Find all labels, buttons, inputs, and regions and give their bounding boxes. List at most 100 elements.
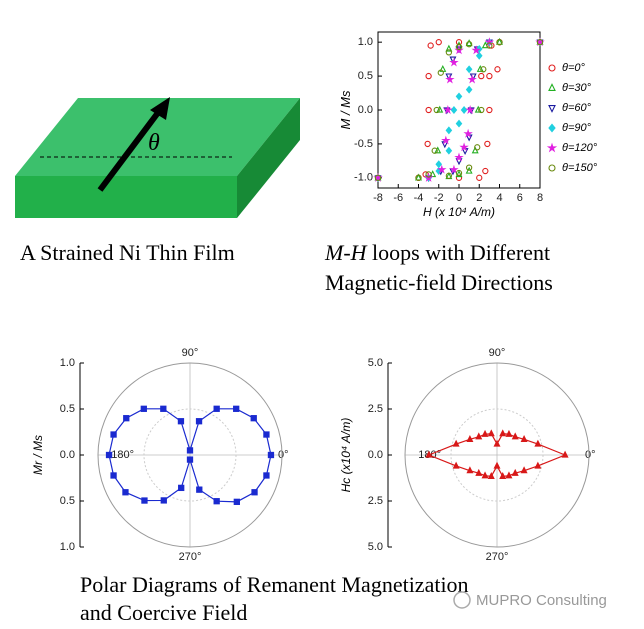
marker [487,429,495,437]
x-tick-label: -4 [414,192,424,204]
marker [465,65,473,74]
grid-circle [404,362,590,548]
marker [463,128,473,138]
marker [511,468,519,476]
r-tick-label: 2.5 [368,495,383,507]
caption: M-H loops with Different [324,240,550,265]
marker [548,64,556,72]
angle-label: 90° [182,347,199,359]
marker [455,43,463,51]
marker [445,126,453,135]
r-tick-label: 2.5 [368,403,383,415]
marker [465,85,473,94]
r-tick-label: 1.0 [60,357,75,369]
marker [475,468,483,476]
marker [548,123,556,133]
marker [467,74,477,84]
marker [496,39,503,46]
y-tick-label: 0.0 [358,104,373,116]
marker [466,466,474,474]
marker [267,451,275,459]
caption: Polar Diagrams of Remanent Magnetization [80,572,469,597]
marker [481,471,489,479]
angle-label: 90° [489,347,506,359]
marker [486,106,493,114]
x-tick-label: -8 [373,192,383,204]
marker [505,471,513,479]
marker [195,418,203,425]
marker [546,142,558,153]
marker [484,140,491,148]
marker [478,106,485,114]
grid-circle [97,362,283,548]
arrow-head [150,97,170,120]
marker [471,45,481,55]
marker [466,435,474,442]
x-tick-label: 0 [456,192,462,204]
marker [476,64,484,72]
marker [499,429,507,437]
marker [425,450,433,458]
marker [482,167,489,175]
marker [445,44,453,52]
marker [233,405,240,412]
angle-label: 180° [111,449,134,461]
angle-label: 270° [486,551,509,563]
x-tick-label: 4 [496,192,502,204]
r-tick-label: 5.0 [368,357,383,369]
marker [480,66,487,73]
r-tick-label: 0.5 [60,403,75,415]
marker [186,456,194,463]
marker [178,484,185,492]
r-tick-label: 0.0 [368,449,383,461]
marker [481,429,489,437]
marker [465,166,473,174]
marker [233,498,240,505]
marker [445,49,453,56]
marker [105,451,113,459]
caption: Magnetic-field Directions [325,270,553,295]
marker [141,497,148,504]
marker [465,164,473,171]
marker [455,92,463,101]
watermark-icon [453,591,471,609]
x-tick-label: 2 [476,192,482,204]
marker [160,497,167,504]
marker [493,439,501,447]
marker [177,418,185,425]
angle-label: 270° [179,551,202,563]
marker [455,170,463,178]
marker [486,72,493,80]
marker [494,66,501,73]
marker [459,142,469,152]
caption-text: loops with Different [367,240,551,265]
x-tick-label: 6 [517,192,523,204]
marker [475,51,483,60]
marker [561,450,569,458]
caption-italic: M-H [324,240,368,265]
film-side [237,98,300,218]
x-axis-label: H (x 10⁴ A/m) [423,205,495,219]
marker [511,432,519,440]
r-tick-label: 5.0 [368,541,383,553]
marker [251,489,258,496]
marker [250,415,257,422]
marker [437,164,447,174]
marker [486,42,493,49]
marker [425,72,432,80]
marker [465,105,475,114]
legend-label: θ=60° [562,102,592,114]
marker [435,39,442,46]
y-tick-label: 1.0 [358,36,373,48]
marker [487,471,495,479]
marker [441,135,451,145]
marker [474,144,481,151]
y-tick-label: -0.5 [354,138,373,150]
marker [160,405,167,412]
marker [455,119,463,128]
marker [425,171,432,178]
watermark: MUPRO Consulting [476,592,607,609]
marker [110,431,117,438]
marker [548,105,556,113]
